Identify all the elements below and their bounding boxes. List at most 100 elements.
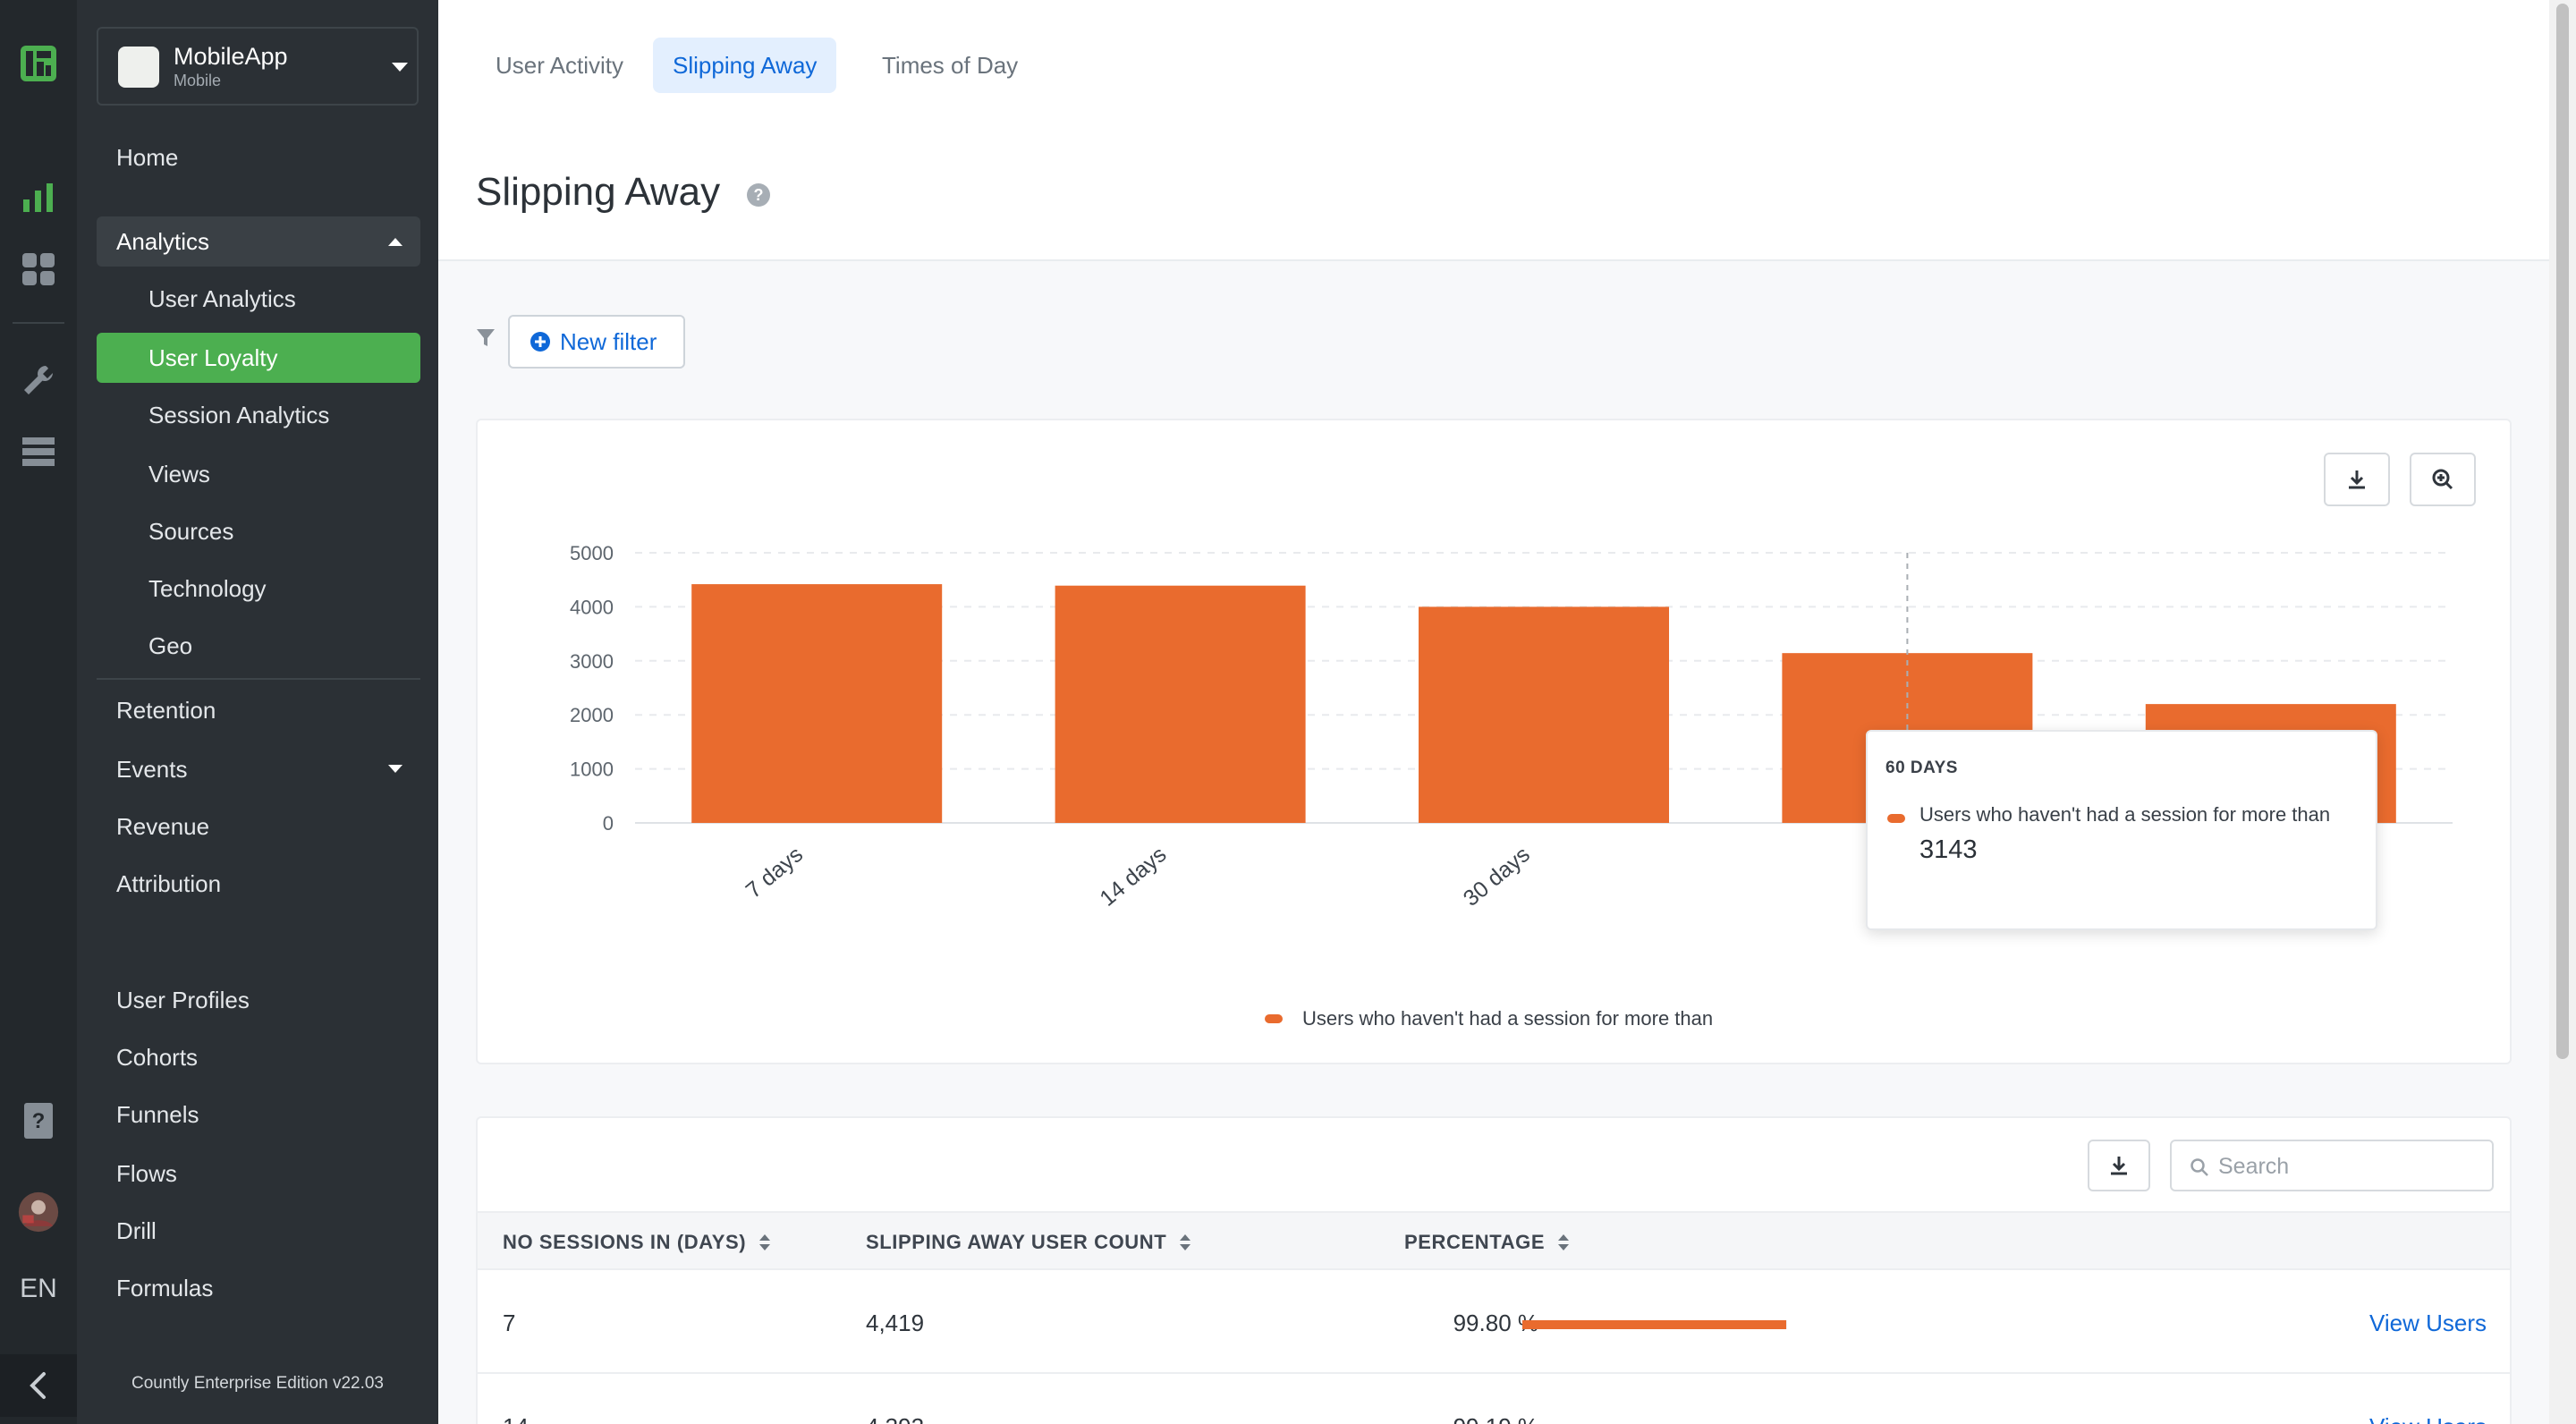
search-icon — [2190, 1158, 2208, 1176]
y-tick-label: 2000 — [570, 704, 614, 726]
sidebar-item-user-analytics[interactable]: User Analytics — [148, 285, 296, 312]
cell-days: 14 — [503, 1413, 529, 1424]
column-header-percentage[interactable]: PERCENTAGE — [1404, 1231, 1570, 1254]
sidebar-item-analytics[interactable]: Analytics — [97, 216, 420, 267]
table-row: 7 4,419 99.80 % View Users — [478, 1272, 2510, 1374]
tooltip-series-name: Users who haven't had a session for more… — [1919, 803, 2331, 826]
sidebar-item-home[interactable]: Home — [116, 144, 179, 171]
sidebar-item-label: Events — [116, 756, 188, 783]
cell-count: 4,392 — [866, 1413, 924, 1424]
sidebar-item-sources[interactable]: Sources — [148, 518, 234, 545]
app-name: MobileApp — [174, 43, 288, 70]
search-box[interactable] — [2170, 1140, 2494, 1191]
legend-marker — [1265, 1014, 1283, 1023]
chevron-left-icon — [30, 1372, 46, 1399]
cell-days: 7 — [503, 1310, 516, 1336]
sidebar-item-label: Analytics — [116, 228, 210, 255]
language-switch[interactable]: EN — [20, 1274, 57, 1303]
sort-icon — [1180, 1234, 1191, 1250]
sidebar-item-drill[interactable]: Drill — [116, 1217, 157, 1244]
column-header-label: NO SESSIONS IN (DAYS) — [503, 1231, 747, 1253]
caret-up-icon — [388, 238, 402, 246]
svg-text:?: ? — [32, 1109, 46, 1133]
chart-bar — [1055, 585, 1306, 823]
chart-card: 0 1000 2000 3000 4000 5000 7 days 14 days 30 day… — [476, 419, 2512, 1064]
table-card: NO SESSIONS IN (DAYS) SLIPPING AWAY USER… — [476, 1116, 2512, 1424]
countly-logo-icon[interactable] — [18, 43, 59, 84]
app-selector[interactable]: MobileApp Mobile — [97, 27, 419, 106]
view-users-link[interactable]: View Users — [2369, 1413, 2487, 1424]
download-chart-button[interactable] — [2324, 453, 2390, 506]
tooltip-value: 3143 — [1919, 835, 1978, 864]
sort-icon — [1558, 1234, 1570, 1250]
sidebar: MobileApp Mobile Home Analytics User Ana… — [77, 0, 438, 1424]
view-users-link[interactable]: View Users — [2368, 1310, 2487, 1336]
search-input[interactable] — [2218, 1150, 2478, 1182]
sidebar-item-events[interactable]: Events — [97, 744, 420, 794]
sidebar-item-cohorts[interactable]: Cohorts — [116, 1044, 199, 1071]
sidebar-divider — [97, 678, 420, 680]
app-type: Mobile — [174, 72, 222, 89]
y-tick-label: 0 — [603, 812, 614, 835]
legend-label: Users who haven't had a session for more… — [1302, 1007, 1714, 1030]
sidebar-item-attribution[interactable]: Attribution — [116, 870, 222, 897]
sidebar-item-formulas[interactable]: Formulas — [116, 1275, 214, 1301]
filter-funnel-icon — [477, 329, 495, 346]
chart-tooltip: 60 DAYS Users who haven't had a session … — [1866, 730, 2377, 930]
tooltip-title: 60 DAYS — [1885, 759, 1958, 777]
svg-text:?: ? — [754, 186, 764, 204]
plus-circle-icon — [530, 332, 550, 352]
y-tick-label: 1000 — [570, 759, 614, 781]
edition-label: Countly Enterprise Edition v22.03 — [131, 1374, 384, 1393]
x-tick-label: 7 days — [741, 842, 808, 903]
tab-slipping-away[interactable]: Slipping Away — [653, 38, 837, 93]
caret-down-icon — [392, 63, 408, 72]
tab-user-activity[interactable]: User Activity — [496, 52, 624, 79]
chart-legend[interactable]: Users who haven't had a session for more… — [1265, 1007, 1713, 1030]
download-icon — [2349, 470, 2365, 489]
x-tick-label: 30 days — [1459, 842, 1535, 911]
user-avatar-icon[interactable] — [18, 1191, 59, 1233]
download-table-button[interactable] — [2088, 1140, 2150, 1191]
management-wrench-icon[interactable] — [18, 360, 59, 401]
sidebar-item-user-loyalty[interactable]: User Loyalty — [97, 333, 420, 383]
sidebar-item-geo[interactable]: Geo — [148, 632, 193, 659]
column-header-count[interactable]: SLIPPING AWAY USER COUNT — [866, 1231, 1191, 1254]
sidebar-item-funnels[interactable]: Funnels — [116, 1101, 199, 1128]
page-title: Slipping Away — [476, 170, 721, 214]
sidebar-item-retention[interactable]: Retention — [116, 697, 216, 724]
sidebar-item-revenue[interactable]: Revenue — [116, 813, 210, 840]
tab-times-of-day[interactable]: Times of Day — [882, 52, 1019, 79]
sort-icon — [759, 1234, 771, 1250]
help-circle-icon[interactable]: ? — [746, 182, 771, 208]
y-tick-label: 4000 — [570, 596, 614, 618]
zoom-in-icon — [2432, 469, 2453, 490]
scrollbar-thumb[interactable] — [2556, 4, 2569, 1059]
sidebar-item-flows[interactable]: Flows — [116, 1160, 177, 1187]
new-filter-button[interactable]: New filter — [508, 315, 685, 369]
data-table-icon[interactable] — [18, 431, 59, 472]
column-header-label: PERCENTAGE — [1404, 1231, 1546, 1253]
help-document-icon[interactable]: ? — [18, 1100, 59, 1141]
percentage-bar-fill — [1522, 1320, 1787, 1329]
caret-down-icon — [388, 765, 402, 773]
cell-percentage: 99.80 % — [1453, 1310, 1538, 1336]
chart-bar — [691, 584, 943, 823]
new-filter-label: New filter — [560, 327, 657, 355]
dashboards-grid-icon[interactable] — [18, 249, 59, 290]
sidebar-item-session-analytics[interactable]: Session Analytics — [148, 402, 330, 428]
collapse-sidebar-button[interactable] — [0, 1354, 77, 1417]
chart-bar — [1419, 606, 1669, 823]
zoom-chart-button[interactable] — [2410, 453, 2476, 506]
sidebar-item-user-profiles[interactable]: User Profiles — [116, 987, 250, 1013]
sidebar-item-views[interactable]: Views — [148, 461, 210, 487]
analytics-chart-icon[interactable] — [18, 177, 59, 218]
column-header-days[interactable]: NO SESSIONS IN (DAYS) — [503, 1231, 771, 1254]
sidebar-item-technology[interactable]: Technology — [148, 575, 267, 602]
page-header: User Activity Slipping Away Times of Day… — [438, 0, 2549, 261]
table-row: 14 4,392 99.19 % View Users — [478, 1376, 2510, 1424]
cell-percentage: 99.19 % — [1422, 1413, 1538, 1424]
y-tick-label: 3000 — [570, 650, 614, 673]
y-tick-label: 5000 — [570, 542, 614, 564]
column-header-label: SLIPPING AWAY USER COUNT — [866, 1231, 1167, 1253]
